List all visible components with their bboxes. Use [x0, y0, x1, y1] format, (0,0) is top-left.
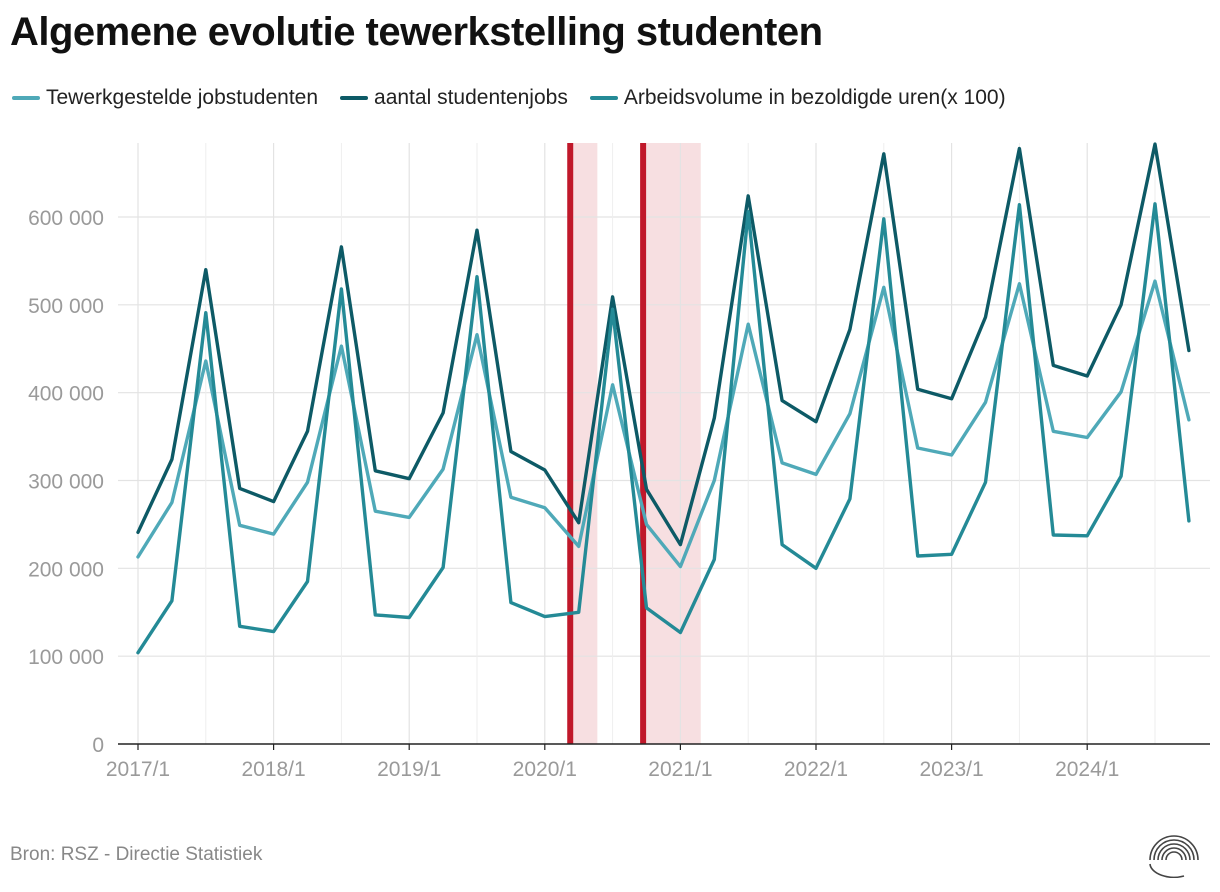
legend-swatch-jobstudenten [12, 96, 40, 100]
series-line-0 [136, 279, 1191, 569]
legend-item-studentenjobs: aantal studentenjobs [340, 86, 568, 110]
legend-label-studentenjobs: aantal studentenjobs [374, 86, 568, 109]
legend-item-jobstudenten: Tewerkgestelde jobstudenten [12, 86, 318, 110]
y-tick-label-100000: 100 000 [28, 646, 104, 669]
logo-icon [1149, 835, 1199, 878]
x-tick-label-2022/1: 2022/1 [784, 758, 848, 781]
source-note: Bron: RSZ - Directie Statistiek [10, 844, 263, 865]
legend-label-jobstudenten: Tewerkgestelde jobstudenten [46, 86, 319, 109]
chart-title: Algemene evolutie tewerkstelling student… [10, 10, 823, 54]
x-tick-label-2024/1: 2024/1 [1055, 758, 1119, 781]
y-tick-label-200000: 200 000 [28, 558, 104, 581]
x-tick-label-2020/1: 2020/1 [513, 758, 577, 781]
legend-item-arbeidsvolume: Arbeidsvolume in bezoldigde uren(x 100) [589, 86, 1006, 110]
legend-swatch-studentenjobs [340, 96, 369, 100]
shaded-period-0 [570, 143, 598, 744]
series-line-2 [136, 202, 1191, 655]
y-tick-label-400000: 400 000 [28, 383, 104, 406]
legend-swatch-arbeidsvolume [589, 96, 618, 100]
series-line-1 [136, 142, 1191, 547]
legend-label-arbeidsvolume: Arbeidsvolume in bezoldigde uren(x 100) [623, 86, 1006, 109]
shaded-period-1 [643, 143, 701, 744]
y-tick-label-500000: 500 000 [28, 295, 104, 318]
y-tick-label-0: 0 [92, 734, 104, 757]
legend: Tewerkgestelde jobstudenten aantal stude… [12, 86, 1006, 110]
x-tick-label-2017/1: 2017/1 [106, 758, 170, 781]
x-tick-label-2023/1: 2023/1 [919, 758, 983, 781]
y-tick-label-300000: 300 000 [28, 471, 104, 494]
y-tick-label-600000: 600 000 [28, 207, 104, 230]
x-tick-label-2019/1: 2019/1 [377, 758, 441, 781]
x-tick-label-2018/1: 2018/1 [241, 758, 305, 781]
x-tick-label-2021/1: 2021/1 [648, 758, 712, 781]
